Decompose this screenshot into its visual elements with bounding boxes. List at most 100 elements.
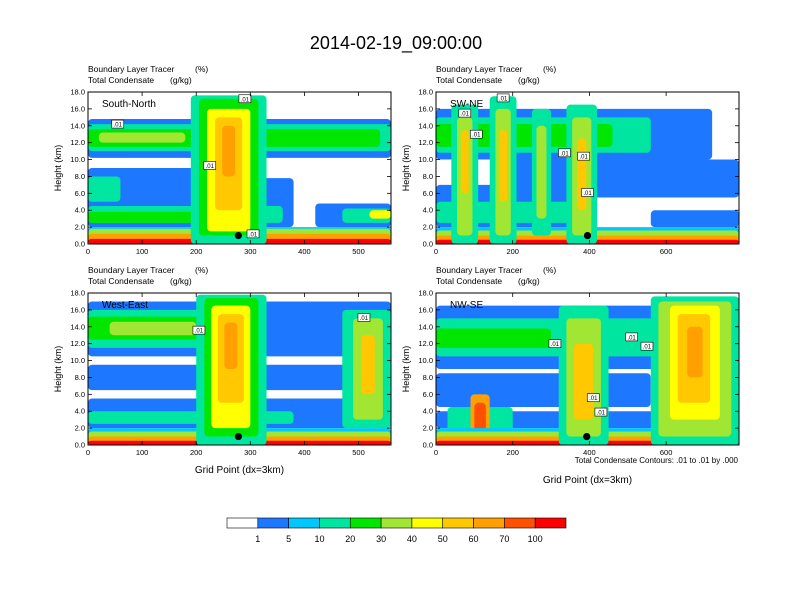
heatmap-field <box>436 96 739 244</box>
field-layer <box>361 335 375 395</box>
y-tick-label: 16.0 <box>418 104 433 113</box>
panel-header-tracer-unit: (%) <box>195 265 208 275</box>
field-layer <box>474 402 486 437</box>
panel-header-condensate-unit: (g/kg) <box>170 276 192 286</box>
contour-label: .01 <box>195 329 204 335</box>
contour-label: .01 <box>579 155 588 161</box>
contour-label-box <box>640 341 654 351</box>
colorbar-swatch <box>319 517 351 529</box>
colorbar-swatch <box>473 517 505 529</box>
field-layer <box>222 125 236 177</box>
contour-label-box <box>548 339 562 348</box>
y-tick-label: 16.0 <box>418 305 433 314</box>
contour-label-box <box>496 93 510 103</box>
contour-label-box <box>594 407 608 417</box>
colorbar-swatch <box>442 517 474 529</box>
y-tick-label: 4.0 <box>75 206 85 215</box>
panel-header-tracer-unit: (%) <box>543 64 556 74</box>
x-tick-label: 200 <box>506 247 519 256</box>
panel-header-tracer-unit: (%) <box>195 64 208 74</box>
panel-header-condensate: Total Condensate <box>436 75 502 85</box>
footnote: Total Condensate Contours: .01 to .01 by… <box>575 456 739 465</box>
y-tick-label: 12.0 <box>70 339 85 348</box>
y-tick-label: 14.0 <box>70 322 85 331</box>
y-tick-label: 18.0 <box>418 88 433 97</box>
plot-frame <box>435 292 740 446</box>
colorbar-label: 1 <box>255 534 260 544</box>
colorbar-label: 50 <box>438 534 448 544</box>
y-tick-label: 2.0 <box>75 223 85 232</box>
contour-label: .01 <box>249 232 258 238</box>
y-tick-label: 10.0 <box>418 356 433 365</box>
plot-frame <box>87 292 392 446</box>
contour-label: .01 <box>114 123 123 129</box>
contour-label: .01 <box>597 411 606 417</box>
y-tick-label: 0.0 <box>423 441 433 450</box>
contour-label: .01 <box>583 191 592 197</box>
y-tick-label: 10.0 <box>70 356 85 365</box>
y-axis-label: Height (km) <box>53 145 63 192</box>
x-tick-label: 100 <box>136 247 149 256</box>
y-tick-label: 14.0 <box>418 322 433 331</box>
y-tick-label: 8.0 <box>423 172 433 181</box>
panel-header-condensate-unit: (g/kg) <box>518 75 540 85</box>
y-tick-label: 2.0 <box>423 424 433 433</box>
field-layer <box>224 322 238 369</box>
field-layer <box>88 211 218 223</box>
contour-label: .01 <box>589 396 598 402</box>
panel-label: South-North <box>102 99 156 110</box>
field-layer <box>687 326 703 378</box>
contour-label-box <box>203 161 217 170</box>
y-tick-label: 4.0 <box>423 407 433 416</box>
panel-4: Boundary Layer Tracer (%) Total Condensate… <box>401 265 740 486</box>
contour-label-box <box>238 94 252 104</box>
plot-frame <box>87 91 392 245</box>
x-tick-label: 100 <box>136 448 149 457</box>
colorbar-label: 70 <box>499 534 509 544</box>
y-tick-label: 12.0 <box>418 339 433 348</box>
panel-header-condensate-unit: (g/kg) <box>518 276 540 286</box>
panel-header-condensate-unit: (g/kg) <box>170 75 192 85</box>
y-axis-label: Height (km) <box>53 346 63 393</box>
colorbar-label: 30 <box>376 534 386 544</box>
y-tick-label: 0.0 <box>75 441 85 450</box>
y-tick-label: 16.0 <box>70 104 85 113</box>
y-tick-label: 0.0 <box>423 240 433 249</box>
y-tick-label: 18.0 <box>418 289 433 298</box>
colorbar-swatch <box>380 517 413 529</box>
contour-label: .01 <box>472 133 481 139</box>
colorbar-swatch <box>349 517 382 529</box>
y-tick-label: 8.0 <box>75 172 85 181</box>
x-tick-label: 200 <box>506 448 519 457</box>
panel-1: Boundary Layer Tracer (%) Total Condensate… <box>53 64 392 256</box>
panel-header-condensate: Total Condensate <box>436 276 502 286</box>
y-tick-label: 16.0 <box>70 305 85 314</box>
field-layer <box>460 130 469 194</box>
contour-label: .01 <box>206 164 215 170</box>
contour-label: .01 <box>360 316 369 322</box>
y-tick-label: 10.0 <box>70 155 85 164</box>
contour-label-box <box>586 393 600 403</box>
colorbar-label: 10 <box>314 534 324 544</box>
colorbar-label: 5 <box>286 534 291 544</box>
y-tick-label: 6.0 <box>75 390 85 399</box>
y-tick-label: 12.0 <box>70 138 85 147</box>
heatmap-field <box>88 294 391 445</box>
x-tick-label: 400 <box>298 448 311 457</box>
field-layer <box>436 373 651 407</box>
x-tick-label: 200 <box>190 247 203 256</box>
field-layer <box>436 328 552 348</box>
contour-label-box <box>458 108 472 118</box>
colorbar-label: 100 <box>528 534 543 544</box>
location-marker <box>234 231 243 240</box>
panel-label: NW-SE <box>450 300 483 311</box>
contour-label: .01 <box>241 97 250 103</box>
contour-label-box <box>111 119 125 129</box>
x-tick-label: 0 <box>86 448 90 457</box>
field-layer <box>499 130 507 202</box>
panel-2: Boundary Layer Tracer (%) Total Condensate… <box>401 64 740 256</box>
page-title: 2014-02-19_09:00:00 <box>310 33 482 54</box>
field-layer <box>109 321 197 336</box>
location-marker <box>583 231 592 240</box>
